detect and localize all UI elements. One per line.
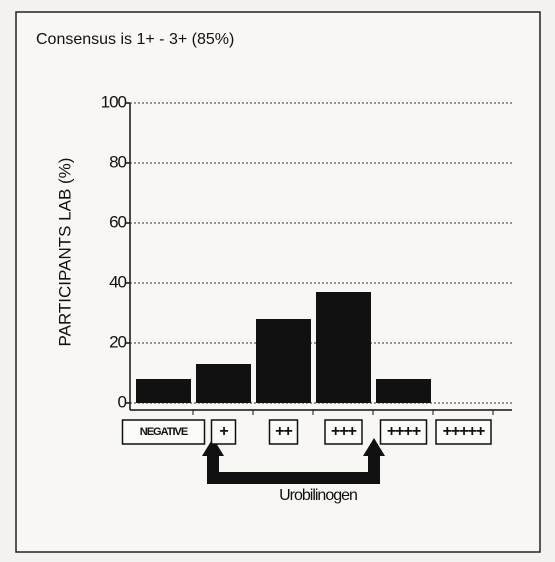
chart-title: Consensus is 1+ - 3+ (85%) <box>36 31 234 48</box>
x-tick-label: +++++ <box>443 423 485 440</box>
x-tick-label: ++ <box>275 423 292 440</box>
category-box <box>268 419 299 445</box>
y-tick-label: 0 <box>118 392 127 411</box>
bar <box>136 379 191 403</box>
category-box <box>324 419 363 445</box>
x-axis-label: Urobilinogen <box>279 487 357 504</box>
x-tick-label: + <box>219 423 228 440</box>
y-tick-label: 20 <box>109 332 126 351</box>
category-box <box>210 419 237 445</box>
y-tick-label: 100 <box>101 92 127 111</box>
bar <box>316 292 371 403</box>
y-tick-label: 40 <box>109 272 126 291</box>
x-tick-label: NEGATIVE <box>140 426 188 438</box>
y-tick-label: 80 <box>109 152 126 171</box>
arrow <box>202 438 385 484</box>
bar <box>376 379 431 403</box>
category-box <box>435 419 492 445</box>
x-tick-label: +++ <box>331 423 357 440</box>
bar <box>256 319 311 403</box>
frame <box>15 11 541 553</box>
y-tick-label: 60 <box>109 212 126 231</box>
bar <box>196 364 251 403</box>
y-axis-label: PARTICIPANTS LAB (%) <box>55 158 74 347</box>
category-box <box>121 419 206 445</box>
x-tick-label: ++++ <box>387 423 421 440</box>
category-box <box>379 419 428 445</box>
